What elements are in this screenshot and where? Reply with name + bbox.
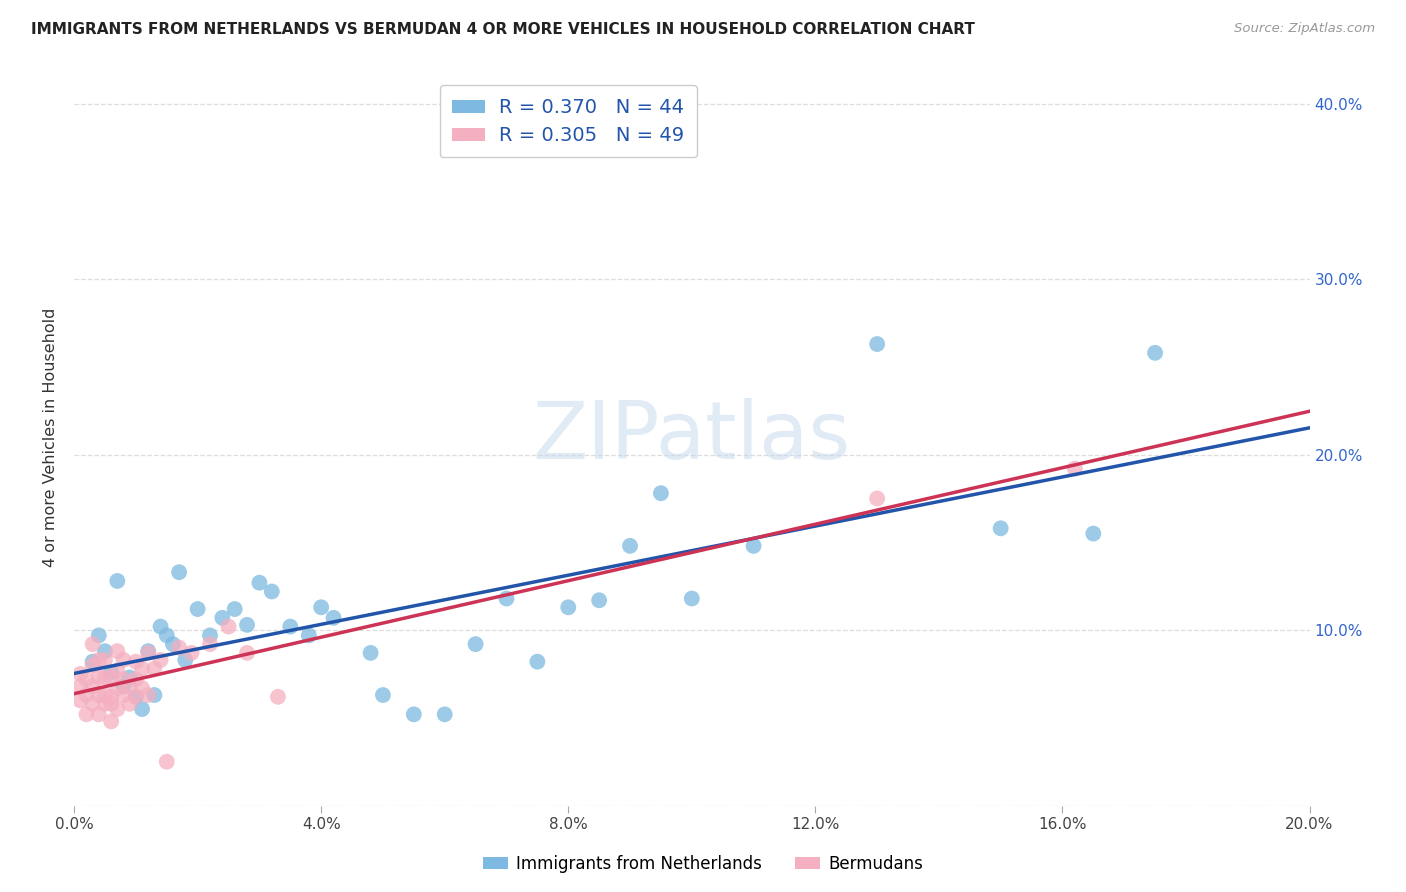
Point	[149, 653, 172, 667]
Point	[94, 644, 117, 658]
Point	[136, 688, 159, 702]
Point	[105, 664, 128, 678]
Text: ZIPatlas: ZIPatlas	[533, 398, 851, 476]
Point	[174, 653, 197, 667]
Point	[94, 697, 117, 711]
Point	[112, 688, 135, 702]
Point	[131, 662, 153, 676]
Point	[82, 679, 104, 693]
Point	[180, 646, 202, 660]
Point	[75, 688, 97, 702]
Point	[211, 611, 233, 625]
Point	[866, 337, 889, 351]
Point	[118, 697, 141, 711]
Point	[1063, 461, 1085, 475]
Point	[236, 617, 259, 632]
Point	[236, 646, 259, 660]
Point	[125, 690, 148, 704]
Point	[131, 702, 153, 716]
Point	[167, 565, 190, 579]
Point	[149, 619, 172, 633]
Point	[87, 707, 110, 722]
Point	[69, 667, 91, 681]
Point	[112, 679, 135, 693]
Point	[75, 707, 97, 722]
Point	[360, 646, 382, 660]
Point	[156, 628, 179, 642]
Point	[278, 619, 301, 633]
Point	[433, 707, 456, 722]
Legend: Immigrants from Netherlands, Bermudans: Immigrants from Netherlands, Bermudans	[477, 848, 929, 880]
Point	[100, 697, 122, 711]
Point	[495, 591, 517, 606]
Point	[224, 602, 246, 616]
Point	[82, 655, 104, 669]
Point	[260, 584, 283, 599]
Point	[69, 679, 91, 693]
Point	[1144, 346, 1167, 360]
Point	[136, 644, 159, 658]
Point	[866, 491, 889, 506]
Point	[82, 637, 104, 651]
Point	[131, 681, 153, 695]
Point	[990, 521, 1012, 535]
Point	[125, 655, 148, 669]
Text: Source: ZipAtlas.com: Source: ZipAtlas.com	[1234, 22, 1375, 36]
Point	[267, 690, 290, 704]
Legend: R = 0.370   N = 44, R = 0.305   N = 49: R = 0.370 N = 44, R = 0.305 N = 49	[440, 85, 697, 157]
Point	[87, 671, 110, 685]
Point	[105, 681, 128, 695]
Point	[402, 707, 425, 722]
Point	[87, 653, 110, 667]
Point	[125, 690, 148, 704]
Text: IMMIGRANTS FROM NETHERLANDS VS BERMUDAN 4 OR MORE VEHICLES IN HOUSEHOLD CORRELAT: IMMIGRANTS FROM NETHERLANDS VS BERMUDAN …	[31, 22, 974, 37]
Y-axis label: 4 or more Vehicles in Household: 4 or more Vehicles in Household	[44, 308, 58, 566]
Point	[218, 619, 240, 633]
Point	[100, 665, 122, 680]
Point	[69, 693, 91, 707]
Point	[112, 653, 135, 667]
Point	[94, 653, 117, 667]
Point	[143, 662, 166, 676]
Point	[100, 671, 122, 685]
Point	[112, 672, 135, 686]
Point	[82, 697, 104, 711]
Point	[167, 640, 190, 655]
Point	[619, 539, 641, 553]
Point	[118, 671, 141, 685]
Point	[588, 593, 610, 607]
Point	[156, 755, 179, 769]
Point	[198, 637, 221, 651]
Point	[75, 672, 97, 686]
Point	[94, 671, 117, 685]
Point	[162, 637, 184, 651]
Point	[100, 690, 122, 704]
Point	[105, 644, 128, 658]
Point	[94, 688, 117, 702]
Point	[105, 702, 128, 716]
Point	[309, 600, 332, 615]
Point	[371, 688, 394, 702]
Point	[526, 655, 548, 669]
Point	[118, 679, 141, 693]
Point	[557, 600, 579, 615]
Point	[681, 591, 703, 606]
Point	[464, 637, 486, 651]
Point	[105, 574, 128, 588]
Point	[247, 575, 270, 590]
Point	[1083, 526, 1105, 541]
Point	[82, 658, 104, 673]
Point	[87, 688, 110, 702]
Point	[143, 688, 166, 702]
Point	[87, 628, 110, 642]
Point	[742, 539, 765, 553]
Point	[322, 611, 344, 625]
Point	[125, 672, 148, 686]
Point	[650, 486, 672, 500]
Point	[136, 646, 159, 660]
Point	[187, 602, 209, 616]
Point	[298, 628, 321, 642]
Point	[100, 714, 122, 729]
Point	[198, 628, 221, 642]
